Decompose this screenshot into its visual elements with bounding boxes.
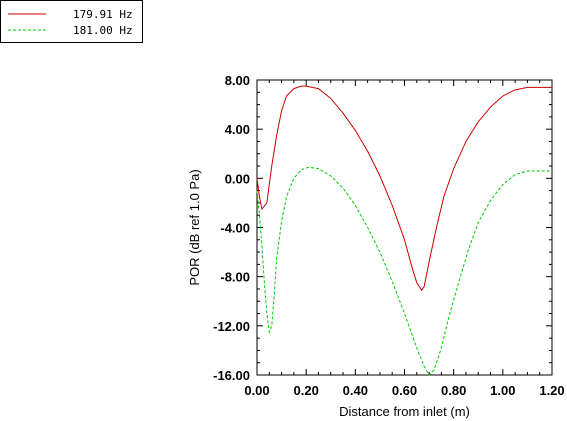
x-tick-label: 0.60	[392, 383, 417, 398]
x-tick-label: 0.20	[294, 383, 319, 398]
y-tick-label: 8.00	[225, 73, 250, 88]
series-line-1	[256, 85, 552, 292]
x-tick-label: 1.00	[490, 383, 515, 398]
y-tick-label: -4.00	[220, 221, 250, 236]
x-tick-label: 0.40	[343, 383, 368, 398]
legend-label-series-1: 179.91 Hz	[73, 8, 133, 21]
y-tick-label: -12.00	[213, 319, 250, 334]
y-axis-ticks: 8.00 4.00 0.00 -4.00 -8.00 -12.00 -16.00	[213, 73, 552, 383]
legend: 179.91 Hz 181.00 Hz	[0, 0, 143, 43]
y-tick-label: 4.00	[225, 122, 250, 137]
plot-area-frame	[256, 79, 553, 376]
y-axis-label: POR (dB ref 1.0 Pa)	[187, 169, 202, 285]
x-tick-label: 0.80	[441, 383, 466, 398]
x-tick-label: 1.20	[539, 383, 564, 398]
legend-box	[0, 0, 143, 43]
y-tick-label: -16.00	[213, 368, 250, 383]
series-line-2	[256, 166, 552, 376]
series-layer	[256, 85, 552, 376]
x-tick-label: 0.00	[244, 383, 269, 398]
y-tick-label: -8.00	[220, 270, 250, 285]
y-tick-label: 0.00	[225, 171, 250, 186]
legend-label-series-2: 181.00 Hz	[73, 24, 133, 37]
x-axis-ticks: 0.00 0.20 0.40 0.60 0.80 1.00 1.20	[244, 80, 565, 398]
x-axis-label: Distance from inlet (m)	[339, 404, 470, 419]
